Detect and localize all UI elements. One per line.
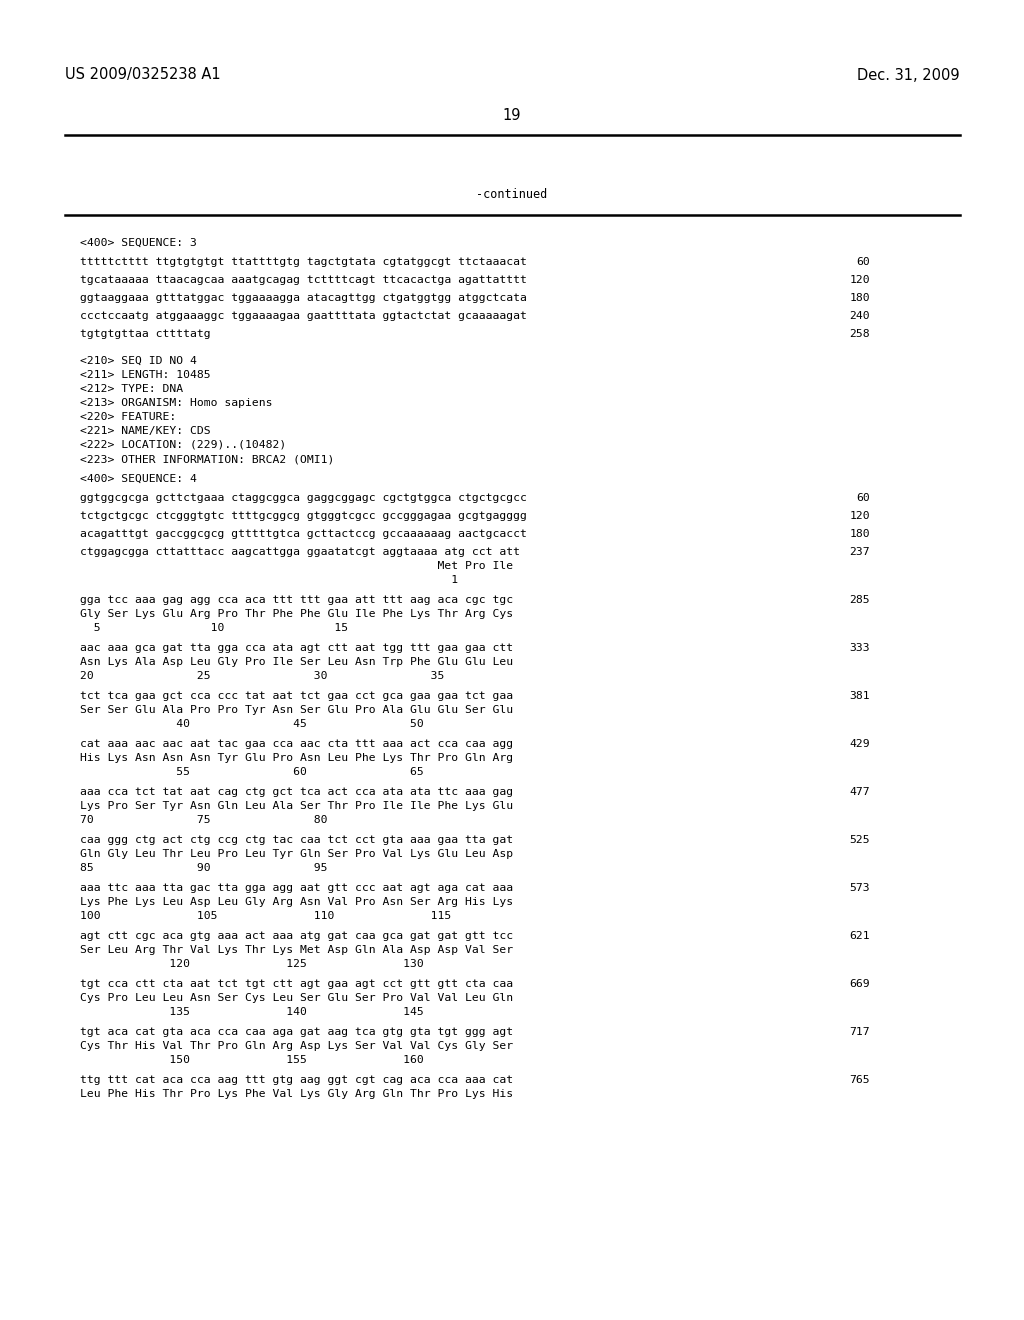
Text: ctggagcgga cttatttacc aagcattgga ggaatatcgt aggtaaaa atg cct att: ctggagcgga cttatttacc aagcattgga ggaatat… [80, 546, 520, 557]
Text: 765: 765 [849, 1074, 870, 1085]
Text: Met Pro Ile: Met Pro Ile [80, 561, 513, 572]
Text: caa ggg ctg act ctg ccg ctg tac caa tct cct gta aaa gaa tta gat: caa ggg ctg act ctg ccg ctg tac caa tct … [80, 836, 513, 845]
Text: Lys Pro Ser Tyr Asn Gln Leu Ala Ser Thr Pro Ile Ile Phe Lys Glu: Lys Pro Ser Tyr Asn Gln Leu Ala Ser Thr … [80, 801, 513, 810]
Text: 20               25               30               35: 20 25 30 35 [80, 671, 444, 681]
Text: 40               45               50: 40 45 50 [80, 719, 424, 729]
Text: 135              140              145: 135 140 145 [80, 1007, 424, 1016]
Text: <220> FEATURE:: <220> FEATURE: [80, 412, 176, 422]
Text: gga tcc aaa gag agg cca aca ttt ttt gaa att ttt aag aca cgc tgc: gga tcc aaa gag agg cca aca ttt ttt gaa … [80, 595, 513, 605]
Text: agt ctt cgc aca gtg aaa act aaa atg gat caa gca gat gat gtt tcc: agt ctt cgc aca gtg aaa act aaa atg gat … [80, 931, 513, 941]
Text: Leu Phe His Thr Pro Lys Phe Val Lys Gly Arg Gln Thr Pro Lys His: Leu Phe His Thr Pro Lys Phe Val Lys Gly … [80, 1089, 513, 1100]
Text: Cys Thr His Val Thr Pro Gln Arg Asp Lys Ser Val Val Cys Gly Ser: Cys Thr His Val Thr Pro Gln Arg Asp Lys … [80, 1041, 513, 1051]
Text: Ser Leu Arg Thr Val Lys Thr Lys Met Asp Gln Ala Asp Asp Val Ser: Ser Leu Arg Thr Val Lys Thr Lys Met Asp … [80, 945, 513, 954]
Text: Gly Ser Lys Glu Arg Pro Thr Phe Phe Glu Ile Phe Lys Thr Arg Cys: Gly Ser Lys Glu Arg Pro Thr Phe Phe Glu … [80, 609, 513, 619]
Text: 180: 180 [849, 293, 870, 304]
Text: 621: 621 [849, 931, 870, 941]
Text: 100              105              110              115: 100 105 110 115 [80, 911, 452, 921]
Text: tgt aca cat gta aca cca caa aga gat aag tca gtg gta tgt ggg agt: tgt aca cat gta aca cca caa aga gat aag … [80, 1027, 513, 1038]
Text: acagatttgt gaccggcgcg gtttttgtca gcttactccg gccaaaaaag aactgcacct: acagatttgt gaccggcgcg gtttttgtca gcttact… [80, 529, 527, 539]
Text: <400> SEQUENCE: 3: <400> SEQUENCE: 3 [80, 238, 197, 248]
Text: tctgctgcgc ctcgggtgtc ttttgcggcg gtgggtcgcc gccgggagaa gcgtgagggg: tctgctgcgc ctcgggtgtc ttttgcggcg gtgggtc… [80, 511, 527, 521]
Text: 240: 240 [849, 312, 870, 321]
Text: -continued: -continued [476, 189, 548, 202]
Text: 70               75               80: 70 75 80 [80, 814, 328, 825]
Text: cat aaa aac aac aat tac gaa cca aac cta ttt aaa act cca caa agg: cat aaa aac aac aat tac gaa cca aac cta … [80, 739, 513, 748]
Text: 237: 237 [849, 546, 870, 557]
Text: ggtaaggaaa gtttatggac tggaaaagga atacagttgg ctgatggtgg atggctcata: ggtaaggaaa gtttatggac tggaaaagga atacagt… [80, 293, 527, 304]
Text: 333: 333 [849, 643, 870, 653]
Text: 1: 1 [80, 576, 458, 585]
Text: <210> SEQ ID NO 4: <210> SEQ ID NO 4 [80, 356, 197, 366]
Text: <211> LENGTH: 10485: <211> LENGTH: 10485 [80, 370, 211, 380]
Text: ccctccaatg atggaaaggc tggaaaagaa gaattttata ggtactctat gcaaaaagat: ccctccaatg atggaaaggc tggaaaagaa gaatttt… [80, 312, 527, 321]
Text: <400> SEQUENCE: 4: <400> SEQUENCE: 4 [80, 474, 197, 484]
Text: tct tca gaa gct cca ccc tat aat tct gaa cct gca gaa gaa tct gaa: tct tca gaa gct cca ccc tat aat tct gaa … [80, 690, 513, 701]
Text: tgtgtgttaa cttttatg: tgtgtgttaa cttttatg [80, 329, 211, 339]
Text: 85               90               95: 85 90 95 [80, 863, 328, 873]
Text: US 2009/0325238 A1: US 2009/0325238 A1 [65, 67, 220, 82]
Text: 120              125              130: 120 125 130 [80, 960, 424, 969]
Text: ggtggcgcga gcttctgaaa ctaggcggca gaggcggagc cgctgtggca ctgctgcgcc: ggtggcgcga gcttctgaaa ctaggcggca gaggcgg… [80, 492, 527, 503]
Text: tgt cca ctt cta aat tct tgt ctt agt gaa agt cct gtt gtt cta caa: tgt cca ctt cta aat tct tgt ctt agt gaa … [80, 979, 513, 989]
Text: 120: 120 [849, 275, 870, 285]
Text: aaa cca tct tat aat cag ctg gct tca act cca ata ata ttc aaa gag: aaa cca tct tat aat cag ctg gct tca act … [80, 787, 513, 797]
Text: <222> LOCATION: (229)..(10482): <222> LOCATION: (229)..(10482) [80, 440, 287, 450]
Text: 60: 60 [856, 257, 870, 267]
Text: 429: 429 [849, 739, 870, 748]
Text: <213> ORGANISM: Homo sapiens: <213> ORGANISM: Homo sapiens [80, 399, 272, 408]
Text: Cys Pro Leu Leu Asn Ser Cys Leu Ser Glu Ser Pro Val Val Leu Gln: Cys Pro Leu Leu Asn Ser Cys Leu Ser Glu … [80, 993, 513, 1003]
Text: aaa ttc aaa tta gac tta gga agg aat gtt ccc aat agt aga cat aaa: aaa ttc aaa tta gac tta gga agg aat gtt … [80, 883, 513, 894]
Text: Lys Phe Lys Leu Asp Leu Gly Arg Asn Val Pro Asn Ser Arg His Lys: Lys Phe Lys Leu Asp Leu Gly Arg Asn Val … [80, 898, 513, 907]
Text: His Lys Asn Asn Asn Tyr Glu Pro Asn Leu Phe Lys Thr Pro Gln Arg: His Lys Asn Asn Asn Tyr Glu Pro Asn Leu … [80, 752, 513, 763]
Text: <223> OTHER INFORMATION: BRCA2 (OMI1): <223> OTHER INFORMATION: BRCA2 (OMI1) [80, 454, 335, 465]
Text: ttg ttt cat aca cca aag ttt gtg aag ggt cgt cag aca cca aaa cat: ttg ttt cat aca cca aag ttt gtg aag ggt … [80, 1074, 513, 1085]
Text: 5                10                15: 5 10 15 [80, 623, 348, 634]
Text: 717: 717 [849, 1027, 870, 1038]
Text: 669: 669 [849, 979, 870, 989]
Text: 150              155              160: 150 155 160 [80, 1055, 424, 1065]
Text: <212> TYPE: DNA: <212> TYPE: DNA [80, 384, 183, 393]
Text: <221> NAME/KEY: CDS: <221> NAME/KEY: CDS [80, 426, 211, 436]
Text: 381: 381 [849, 690, 870, 701]
Text: 55               60               65: 55 60 65 [80, 767, 424, 777]
Text: 285: 285 [849, 595, 870, 605]
Text: Ser Ser Glu Ala Pro Pro Tyr Asn Ser Glu Pro Ala Glu Glu Ser Glu: Ser Ser Glu Ala Pro Pro Tyr Asn Ser Glu … [80, 705, 513, 715]
Text: 180: 180 [849, 529, 870, 539]
Text: tttttctttt ttgtgtgtgt ttattttgtg tagctgtata cgtatggcgt ttctaaacat: tttttctttt ttgtgtgtgt ttattttgtg tagctgt… [80, 257, 527, 267]
Text: 19: 19 [503, 107, 521, 123]
Text: Asn Lys Ala Asp Leu Gly Pro Ile Ser Leu Asn Trp Phe Glu Glu Leu: Asn Lys Ala Asp Leu Gly Pro Ile Ser Leu … [80, 657, 513, 667]
Text: 573: 573 [849, 883, 870, 894]
Text: tgcataaaaa ttaacagcaa aaatgcagag tcttttcagt ttcacactga agattatttt: tgcataaaaa ttaacagcaa aaatgcagag tcttttc… [80, 275, 527, 285]
Text: 60: 60 [856, 492, 870, 503]
Text: 120: 120 [849, 511, 870, 521]
Text: 477: 477 [849, 787, 870, 797]
Text: Dec. 31, 2009: Dec. 31, 2009 [857, 67, 961, 82]
Text: aac aaa gca gat tta gga cca ata agt ctt aat tgg ttt gaa gaa ctt: aac aaa gca gat tta gga cca ata agt ctt … [80, 643, 513, 653]
Text: 525: 525 [849, 836, 870, 845]
Text: 258: 258 [849, 329, 870, 339]
Text: Gln Gly Leu Thr Leu Pro Leu Tyr Gln Ser Pro Val Lys Glu Leu Asp: Gln Gly Leu Thr Leu Pro Leu Tyr Gln Ser … [80, 849, 513, 859]
